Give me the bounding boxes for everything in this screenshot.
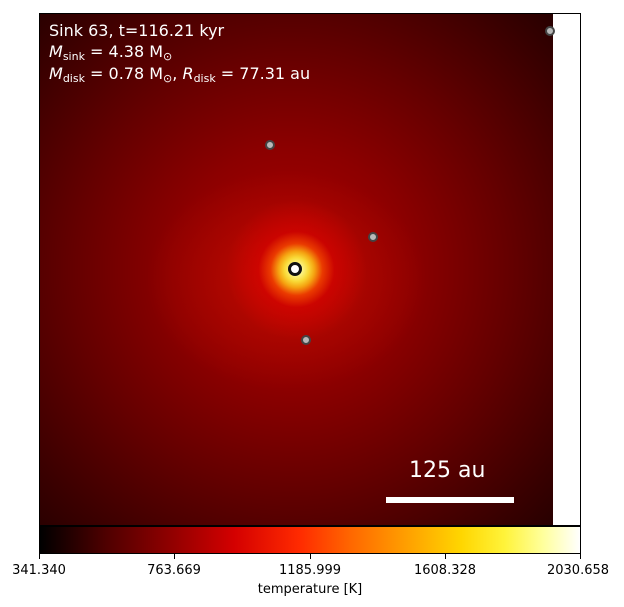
colorbar-tick-label: 763.669	[147, 563, 201, 578]
colorbar-tick-label: 2030.658	[546, 563, 610, 578]
sink-marker	[301, 335, 311, 345]
scalebar	[386, 497, 514, 503]
colorbar-tick	[310, 554, 311, 559]
primary-sink-marker	[288, 262, 302, 276]
colorbar-tick-label: 1608.328	[413, 563, 477, 578]
disk-mass-value: = 0.78 M	[84, 64, 164, 83]
sink-title: Sink 63, t=116.21 kyr	[49, 21, 225, 40]
sink-mass-symbol: M	[49, 42, 63, 61]
sun-symbol: ⊙	[163, 50, 173, 63]
disk-radius-value: = 77.31 au	[215, 64, 311, 83]
colorbar-title: temperature [K]	[257, 582, 363, 597]
colorbar-tick-label: 341.340	[12, 563, 66, 578]
sink-mass-value: = 4.38 M	[84, 42, 164, 61]
colorbar-tick-label: 1185.999	[278, 563, 342, 578]
sink-marker	[368, 232, 378, 242]
disk-separator: ,	[172, 64, 183, 83]
disk-mass-sub: disk	[62, 72, 85, 85]
sink-mass-label: Msink = 4.38 M⊙	[49, 41, 172, 67]
disk-properties-label: Mdisk = 0.78 M⊙, Rdisk = 77.31 au	[49, 63, 310, 89]
disk-radius-symbol: R	[182, 64, 194, 83]
disk-radius-sub: disk	[193, 72, 216, 85]
colorbar-tick	[174, 554, 175, 559]
colorbar-tick	[445, 554, 446, 559]
sink-mass-sub: sink	[62, 50, 85, 63]
colorbar-tick	[580, 554, 581, 559]
disk-mass-symbol: M	[49, 64, 63, 83]
colorbar-tick	[39, 554, 40, 559]
colorbar	[39, 526, 581, 554]
plot-area	[39, 13, 581, 526]
sink-marker	[265, 140, 275, 150]
sink-marker	[545, 26, 555, 36]
scalebar-label: 125 au	[409, 458, 486, 483]
disk-sun-symbol: ⊙	[163, 72, 173, 85]
